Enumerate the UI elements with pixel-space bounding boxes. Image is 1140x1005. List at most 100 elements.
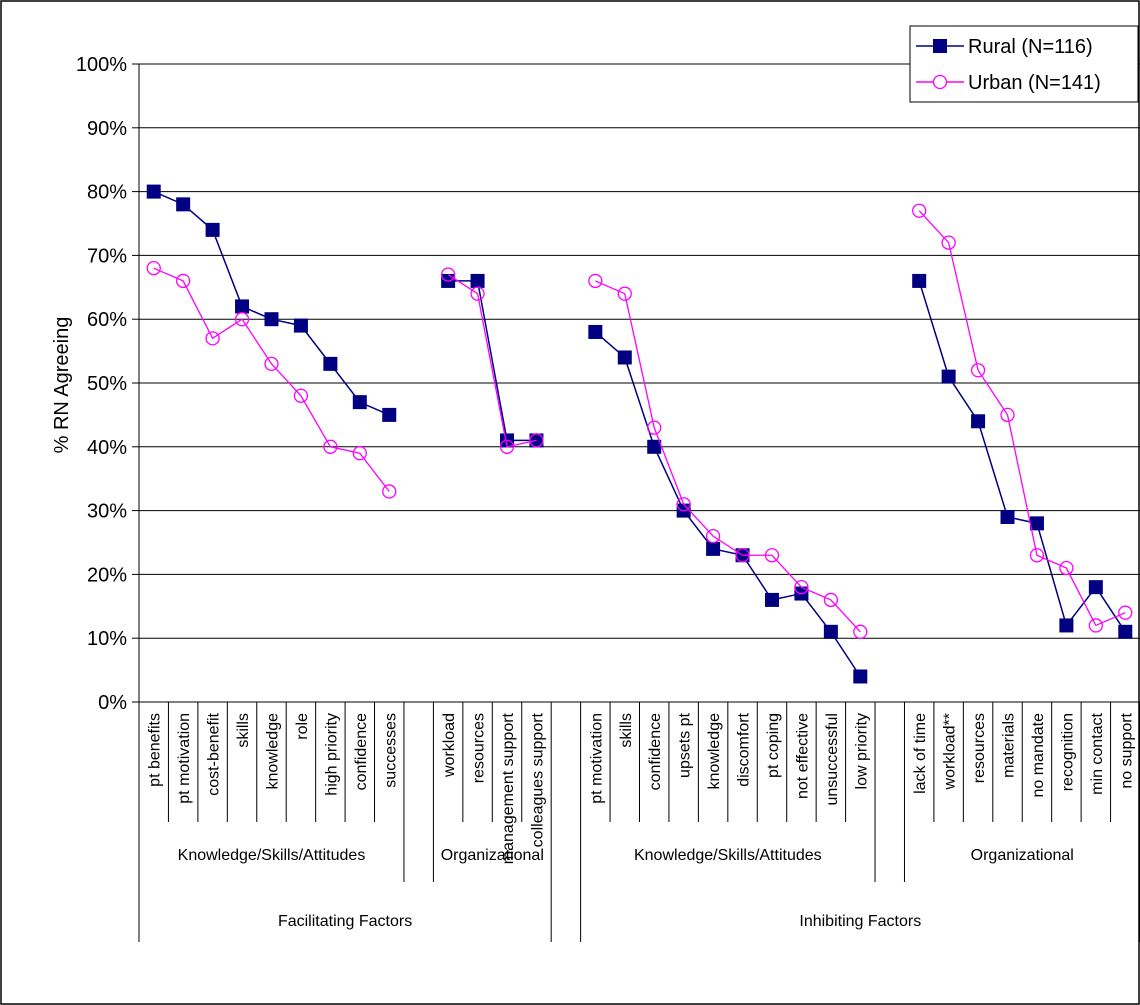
category-label: high priority (323, 713, 340, 796)
rural-series-line (594, 331, 861, 677)
urban-point (647, 420, 662, 435)
group-labels: Knowledge/Skills/Attitudes Organizational… (178, 847, 1074, 930)
y-tick-label: 40% (87, 437, 127, 459)
category-label: skills (618, 713, 635, 748)
group-label: Facilitating Factors (278, 913, 412, 930)
urban-point (970, 363, 986, 378)
urban-point (735, 548, 750, 563)
y-tick-label: 60% (87, 309, 127, 331)
rural-point (617, 350, 632, 365)
rural-point (382, 407, 397, 422)
urban-point (941, 235, 956, 250)
category-label: unsuccessful (824, 713, 841, 806)
rural-point (588, 324, 603, 339)
rural-series-line (448, 280, 537, 442)
urban-point (1088, 618, 1103, 633)
y-tick-label: 30% (87, 501, 127, 523)
y-tick-label: 20% (87, 564, 127, 586)
urban-point (794, 580, 809, 595)
urban-legend-marker (932, 74, 948, 90)
category-label: pt coping (765, 713, 782, 778)
urban-point (1029, 548, 1045, 563)
rural-point (176, 197, 191, 212)
category-label: not effective (794, 713, 811, 799)
urban-point (676, 497, 691, 512)
y-tick-label: 0% (98, 692, 127, 714)
category-label: pt motivation (588, 713, 605, 804)
rural-point (823, 624, 838, 639)
urban-point (853, 624, 868, 639)
rural-point (1059, 618, 1074, 633)
category-label: management support (500, 712, 517, 864)
y-tick-label: 10% (87, 628, 127, 650)
subgroup-label: Knowledge/Skills/Attitudes (634, 847, 822, 864)
category-label: upsets pt (677, 712, 694, 777)
rural-point (323, 356, 338, 371)
category-label: discomfort (736, 712, 753, 786)
y-tick-label: 50% (87, 373, 127, 395)
subgroup-label: Organizational (971, 847, 1074, 864)
rural-point (853, 669, 868, 684)
y-axis-title: % RN Agreeing (51, 317, 73, 454)
category-label: role (294, 713, 311, 740)
urban-point (617, 286, 632, 301)
rural-point (912, 273, 927, 288)
legend-box (909, 25, 1139, 103)
rural-point (941, 369, 956, 384)
urban-series-line (447, 273, 537, 448)
y-tick-label: 70% (87, 245, 127, 267)
urban-point (234, 312, 250, 327)
category-label: cost-benefit (206, 712, 223, 795)
category-label: confidence (353, 713, 370, 790)
axes (138, 64, 1140, 942)
category-label: knowledge (706, 713, 723, 790)
rural-point (706, 541, 721, 556)
y-tick-label: 80% (87, 182, 127, 204)
rural-point (146, 184, 161, 199)
rural-point (1029, 516, 1044, 531)
urban-point (588, 273, 603, 289)
urban-legend-label: Urban (N=141) (968, 72, 1101, 94)
urban-point (1059, 560, 1074, 576)
urban-point (470, 286, 485, 301)
category-label: confidence (647, 713, 664, 790)
urban-series-line (153, 267, 390, 492)
category-label: no support (1118, 712, 1135, 788)
rural-point (293, 318, 308, 333)
urban-point (440, 267, 456, 282)
category-label: low priority (853, 713, 870, 789)
rural-point (470, 273, 485, 288)
category-label: workload** (942, 713, 959, 790)
y-axis-ticks: 0% 10% 20% 30% 40% 50% 60% 70% 80% 90% 100% (76, 54, 127, 714)
rural-legend-marker (933, 39, 947, 53)
urban-series-line (595, 280, 861, 633)
category-label: knowledge (264, 713, 281, 790)
subgroup-label: Knowledge/Skills/Attitudes (178, 847, 366, 864)
rural-point (352, 395, 367, 410)
rural-point (764, 592, 779, 607)
urban-point (293, 388, 309, 403)
category-label: workload (441, 713, 458, 778)
category-label: skills (235, 713, 252, 748)
urban-point (823, 592, 839, 608)
category-label: pt motivation (176, 713, 193, 804)
rural-point (647, 439, 662, 454)
urban-point (352, 446, 367, 461)
rural-point (1000, 509, 1015, 524)
group-label: Inhibiting Factors (799, 913, 921, 930)
urban-point (264, 356, 279, 372)
urban-point (176, 273, 191, 289)
urban-point (146, 261, 161, 276)
rural-point (971, 414, 986, 429)
series-lines (146, 184, 1133, 684)
category-label: pt benefits (147, 713, 164, 787)
urban-point (382, 484, 397, 499)
rural-point (1118, 624, 1133, 639)
urban-point (1000, 407, 1015, 423)
category-label: resources (471, 713, 488, 783)
category-label: lack of time (912, 713, 929, 794)
y-tick-label: 100% (76, 54, 127, 76)
urban-point (499, 439, 515, 454)
rural-point (1088, 580, 1103, 595)
